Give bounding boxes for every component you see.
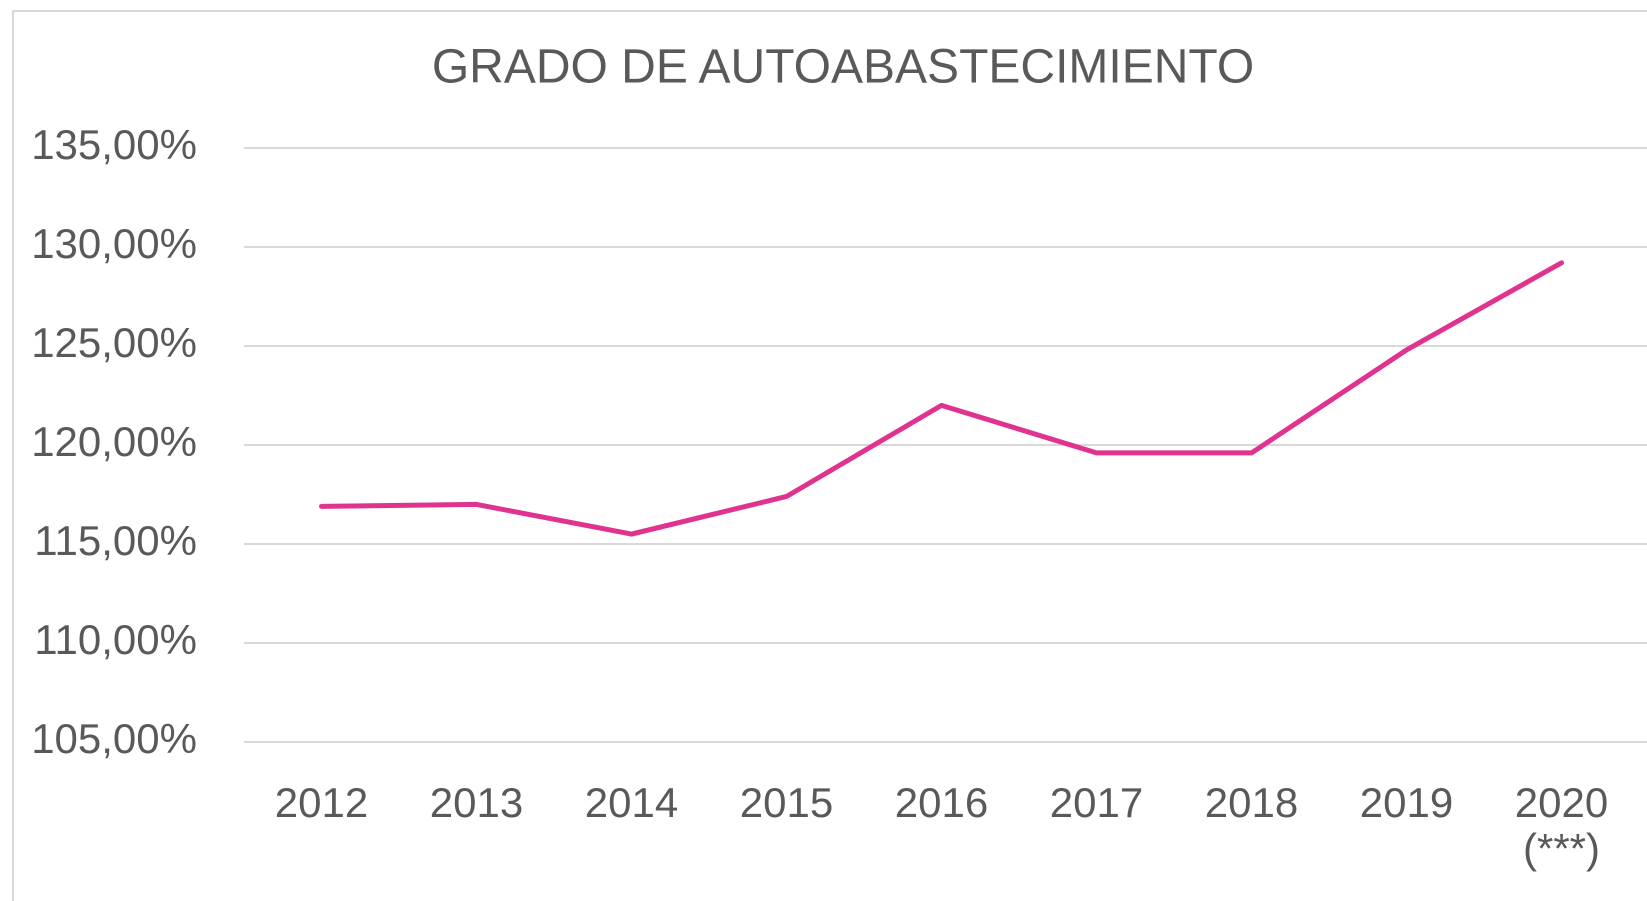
x-tick-label: 2012: [274, 779, 369, 826]
y-tick-label: 115,00%: [34, 517, 197, 564]
x-tick-label: 2017: [1049, 779, 1144, 826]
y-tick-label: 135,00%: [31, 121, 197, 168]
chart-title: GRADO DE AUTOABASTECIMIENTO: [432, 41, 1254, 94]
x-tick-label: 2015: [739, 779, 834, 826]
chart-border: [12, 10, 1647, 901]
x-tick-label: 2020 (***): [1514, 779, 1609, 872]
y-tick-label: 120,00%: [31, 418, 197, 465]
x-tick-label: 2019: [1359, 779, 1454, 826]
x-tick-label: 2016: [894, 779, 989, 826]
y-tick-label: 105,00%: [31, 715, 197, 762]
x-tick-label: 2014: [584, 779, 679, 826]
y-tick-label: 110,00%: [34, 616, 197, 663]
y-tick-label: 125,00%: [31, 319, 197, 366]
x-tick-label: 2013: [429, 779, 524, 826]
data-line: [319, 260, 1564, 537]
x-tick-label: 2018: [1204, 779, 1299, 826]
y-tick-label: 130,00%: [31, 220, 197, 267]
